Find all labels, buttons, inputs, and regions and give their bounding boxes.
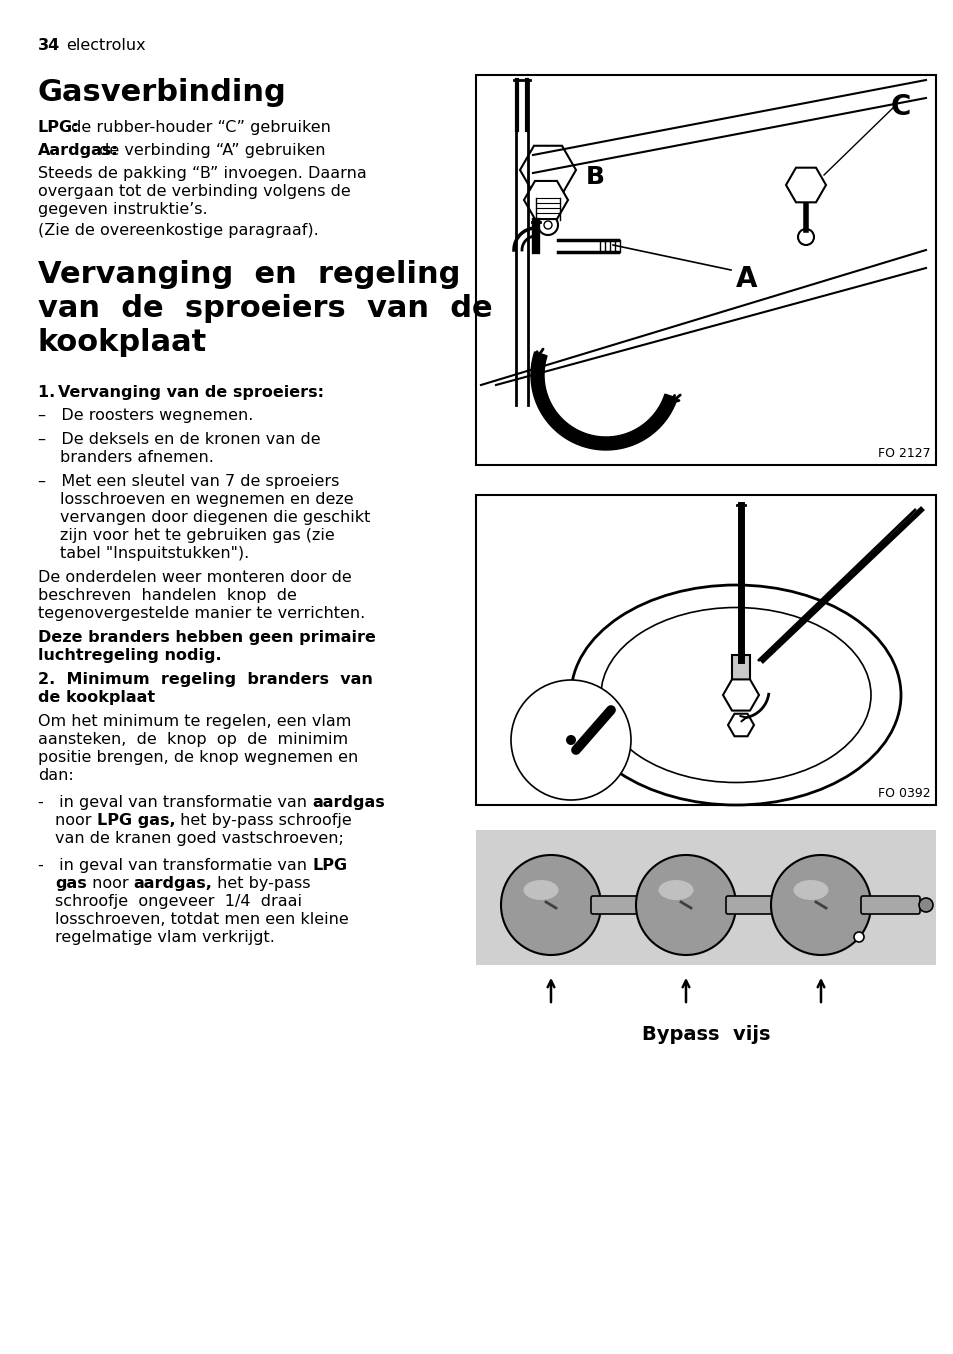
Text: van de kranen goed vastschroeven;: van de kranen goed vastschroeven; <box>55 831 343 846</box>
Circle shape <box>565 735 576 745</box>
Text: de verbinding “A” gebruiken: de verbinding “A” gebruiken <box>94 144 325 158</box>
Text: Vervanging van de sproeiers:: Vervanging van de sproeiers: <box>58 385 324 399</box>
Ellipse shape <box>523 880 558 900</box>
Polygon shape <box>531 352 677 450</box>
Text: regelmatige vlam verkrijgt.: regelmatige vlam verkrijgt. <box>55 930 274 945</box>
Text: zijn voor het te gebruiken gas (zie: zijn voor het te gebruiken gas (zie <box>60 528 335 543</box>
Text: noor: noor <box>87 876 133 891</box>
Text: 1.: 1. <box>38 385 61 399</box>
FancyBboxPatch shape <box>725 896 784 914</box>
Text: –   De deksels en de kronen van de: – De deksels en de kronen van de <box>38 432 320 447</box>
Text: luchtregeling nodig.: luchtregeling nodig. <box>38 649 221 663</box>
Text: LPG: LPG <box>312 858 347 873</box>
Text: B: B <box>585 165 604 190</box>
Text: Vervanging  en  regeling: Vervanging en regeling <box>38 260 460 288</box>
Text: LPG:: LPG: <box>38 121 79 135</box>
Text: (Zie de overeenkostige paragraaf).: (Zie de overeenkostige paragraaf). <box>38 223 318 238</box>
Text: FO 2127: FO 2127 <box>878 447 930 460</box>
Circle shape <box>542 712 598 768</box>
FancyBboxPatch shape <box>861 896 919 914</box>
Text: branders afnemen.: branders afnemen. <box>60 450 213 464</box>
Ellipse shape <box>571 585 900 806</box>
Bar <box>476 74 935 464</box>
Ellipse shape <box>600 608 870 783</box>
Circle shape <box>797 229 813 245</box>
Text: Deze branders hebben geen primaire: Deze branders hebben geen primaire <box>38 630 375 645</box>
Text: beschreven  handelen  knop  de: beschreven handelen knop de <box>38 588 296 603</box>
Text: Gasverbinding: Gasverbinding <box>38 79 287 107</box>
Text: overgaan tot de verbinding volgens de: overgaan tot de verbinding volgens de <box>38 184 351 199</box>
Circle shape <box>525 695 616 785</box>
Text: gas: gas <box>55 876 87 891</box>
Text: losschroeven en wegnemen en deze: losschroeven en wegnemen en deze <box>60 492 354 506</box>
Text: –   De roosters wegnemen.: – De roosters wegnemen. <box>38 408 253 422</box>
Text: electrolux: electrolux <box>66 38 146 53</box>
Text: kookplaat: kookplaat <box>38 328 207 357</box>
Circle shape <box>537 215 558 236</box>
Text: vervangen door diegenen die geschikt: vervangen door diegenen die geschikt <box>60 510 370 525</box>
Text: -   in geval van transformatie van: - in geval van transformatie van <box>38 858 312 873</box>
Text: A: A <box>735 265 757 292</box>
Bar <box>476 830 935 965</box>
Circle shape <box>853 932 863 942</box>
Text: tegenovergestelde manier te verrichten.: tegenovergestelde manier te verrichten. <box>38 607 365 621</box>
Text: aardgas: aardgas <box>312 795 384 810</box>
Bar <box>476 496 935 806</box>
Ellipse shape <box>793 880 827 900</box>
Circle shape <box>770 854 870 955</box>
Circle shape <box>636 854 735 955</box>
Text: 2.  Minimum  regeling  branders  van: 2. Minimum regeling branders van <box>38 672 373 686</box>
Text: noor: noor <box>55 812 96 829</box>
Text: 34: 34 <box>38 38 60 53</box>
Text: schroofje  ongeveer  1/4  draai: schroofje ongeveer 1/4 draai <box>55 894 302 909</box>
Text: aardgas,: aardgas, <box>133 876 213 891</box>
Ellipse shape <box>918 898 932 913</box>
Text: gegeven instruktie’s.: gegeven instruktie’s. <box>38 202 208 217</box>
Text: positie brengen, de knop wegnemen en: positie brengen, de knop wegnemen en <box>38 750 358 765</box>
Circle shape <box>511 680 630 800</box>
Text: C: C <box>890 93 910 121</box>
Text: Aardgas:: Aardgas: <box>38 144 118 158</box>
Ellipse shape <box>783 898 797 913</box>
Text: FO 0392: FO 0392 <box>878 787 930 800</box>
Text: aansteken,  de  knop  op  de  minimim: aansteken, de knop op de minimim <box>38 733 348 747</box>
Text: Bypass  vijs: Bypass vijs <box>641 1025 769 1044</box>
Text: de rubber-houder “C” gebruiken: de rubber-houder “C” gebruiken <box>66 121 331 135</box>
Text: losschroeven, totdat men een kleine: losschroeven, totdat men een kleine <box>55 913 349 927</box>
Text: De onderdelen weer monteren door de: De onderdelen weer monteren door de <box>38 570 352 585</box>
Text: –   Met een sleutel van 7 de sproeiers: – Met een sleutel van 7 de sproeiers <box>38 474 339 489</box>
Text: Steeds de pakking “B” invoegen. Daarna: Steeds de pakking “B” invoegen. Daarna <box>38 167 366 181</box>
Text: tabel "Inspuitstukken").: tabel "Inspuitstukken"). <box>60 546 249 561</box>
Text: LPG gas,: LPG gas, <box>96 812 175 829</box>
Text: -   in geval van transformatie van: - in geval van transformatie van <box>38 795 312 810</box>
Text: Om het minimum te regelen, een vlam: Om het minimum te regelen, een vlam <box>38 714 351 728</box>
Text: het by-pass schroofje: het by-pass schroofje <box>175 812 352 829</box>
Bar <box>731 655 749 691</box>
Ellipse shape <box>658 880 693 900</box>
Text: het by-pass: het by-pass <box>213 876 311 891</box>
Text: dan:: dan: <box>38 768 73 783</box>
Circle shape <box>543 221 552 229</box>
Ellipse shape <box>648 898 662 913</box>
Text: van  de  sproeiers  van  de: van de sproeiers van de <box>38 294 492 324</box>
Circle shape <box>500 854 600 955</box>
FancyBboxPatch shape <box>590 896 649 914</box>
Text: de kookplaat: de kookplaat <box>38 691 155 705</box>
